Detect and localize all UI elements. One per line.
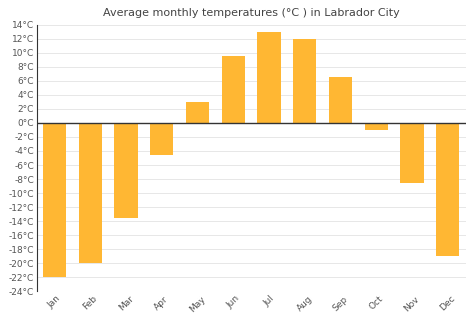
Bar [401, 123, 424, 183]
Bar [79, 123, 102, 263]
Bar [186, 102, 209, 123]
Bar [365, 123, 388, 130]
Bar [43, 123, 66, 277]
Title: Average monthly temperatures (°C ) in Labrador City: Average monthly temperatures (°C ) in La… [103, 8, 400, 18]
Bar [150, 123, 173, 155]
Bar [436, 123, 459, 256]
Bar [114, 123, 137, 218]
Bar [329, 77, 352, 123]
Bar [257, 32, 281, 123]
Bar [293, 39, 316, 123]
Bar [222, 56, 245, 123]
